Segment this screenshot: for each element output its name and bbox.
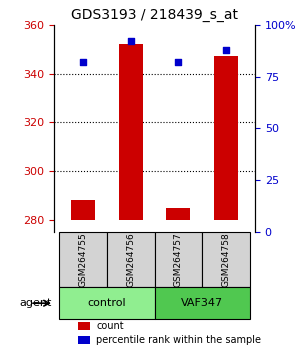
- Point: [128, 39, 133, 44]
- FancyBboxPatch shape: [154, 287, 250, 319]
- Text: agent: agent: [19, 298, 52, 308]
- FancyBboxPatch shape: [202, 232, 250, 287]
- Text: GSM264758: GSM264758: [222, 232, 231, 287]
- Bar: [214, 56, 238, 220]
- Title: GDS3193 / 218439_s_at: GDS3193 / 218439_s_at: [71, 8, 238, 22]
- Bar: [78, 336, 90, 344]
- Text: percentile rank within the sample: percentile rank within the sample: [96, 335, 261, 345]
- Text: GSM264757: GSM264757: [174, 232, 183, 287]
- Text: control: control: [87, 298, 126, 308]
- Bar: [167, 207, 191, 220]
- Bar: [71, 200, 95, 220]
- FancyBboxPatch shape: [154, 232, 202, 287]
- Text: GSM264756: GSM264756: [126, 232, 135, 287]
- FancyBboxPatch shape: [59, 232, 106, 287]
- Point: [224, 47, 229, 52]
- Text: GSM264755: GSM264755: [78, 232, 87, 287]
- FancyBboxPatch shape: [59, 287, 154, 319]
- Bar: [118, 44, 142, 220]
- Point: [80, 59, 85, 65]
- Text: VAF347: VAF347: [181, 298, 224, 308]
- Point: [176, 59, 181, 65]
- Text: count: count: [96, 321, 124, 331]
- FancyBboxPatch shape: [106, 232, 154, 287]
- Bar: [78, 322, 90, 330]
